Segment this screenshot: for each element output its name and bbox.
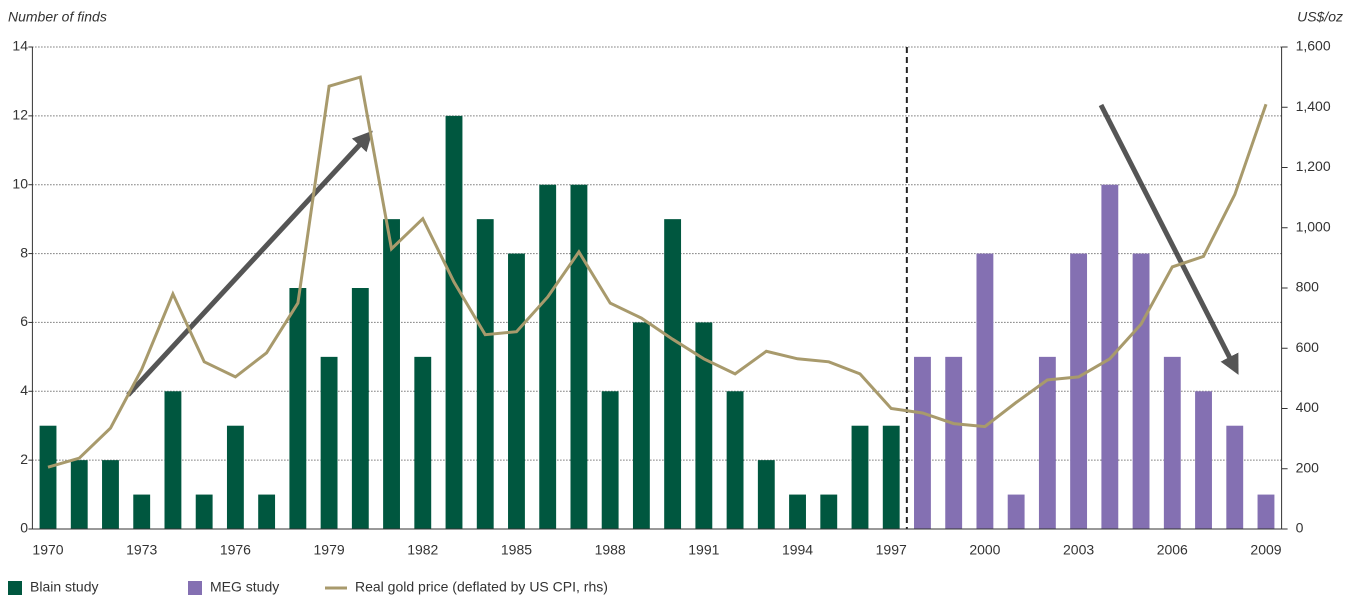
line [47,75,1268,469]
bar [320,356,338,529]
bar [39,425,57,529]
y2-tick-label: 0 [1296,520,1304,536]
x-tick-label: 2006 [1157,542,1188,558]
trend-arrow [126,130,373,397]
bar [164,391,182,529]
y2-tick-label: 600 [1296,339,1320,355]
legend-swatch [8,581,22,595]
bar [1038,356,1056,529]
x-tick-label: 2000 [969,542,1000,558]
y-tick-label: 12 [12,107,28,123]
bar [1163,356,1181,529]
bar [539,184,557,529]
bar [882,425,900,529]
y2-axis-title: US$/oz [1297,9,1343,25]
bar [664,219,682,529]
bar [289,288,307,529]
x-tick-label: 1979 [314,542,345,558]
y-tick-label: 8 [20,244,28,260]
y2-tick-label: 1,200 [1296,158,1331,174]
bar [601,391,619,529]
y2-tick-label: 800 [1296,279,1320,295]
x-tick-label: 1976 [220,542,251,558]
x-tick-label: 1994 [782,542,813,558]
bar [476,219,494,529]
y2-tick-label: 200 [1296,459,1320,475]
bar [914,356,931,529]
bar [351,288,369,529]
y2-tick-label: 400 [1296,399,1320,415]
x-tick-label: 2003 [1063,542,1094,558]
bar [1257,494,1275,529]
y-tick-label: 14 [12,38,28,54]
bar [945,356,963,529]
bar [1132,253,1150,530]
bar [695,322,713,529]
bar [133,494,151,529]
x-tick-label: 1985 [501,542,532,558]
bar [570,184,588,529]
x-tick-label: 1982 [407,542,438,558]
y-tick-label: 2 [20,451,28,467]
legend-swatch [188,581,202,595]
x-tick-label: 1970 [32,542,63,558]
bar [383,219,400,529]
x-tick-label: 1973 [126,542,157,558]
bar [70,460,88,529]
bar [820,494,838,529]
bar [258,494,276,529]
bar [1007,494,1025,529]
bar [508,253,525,530]
y-tick-label: 4 [20,382,28,398]
y-tick-label: 0 [20,520,28,536]
bar [195,494,213,529]
legend-label: MEG study [210,579,279,595]
bar [632,322,650,529]
x-tick-label: 2009 [1250,542,1281,558]
y-tick-label: 10 [12,175,28,191]
x-tick-label: 1991 [688,542,719,558]
bar [1070,253,1088,530]
y-tick-label: 6 [20,313,28,329]
bar [226,425,244,529]
bar [789,494,806,529]
bar [976,253,994,530]
bar [1226,425,1244,529]
y2-tick-label: 1,000 [1296,218,1331,234]
bar [757,460,775,529]
bar [1195,391,1212,529]
bar [445,115,463,529]
bar [851,425,869,529]
legend-label: Real gold price (deflated by US CPI, rhs… [355,579,608,595]
x-tick-label: 1988 [595,542,626,558]
legend-label: Blain study [30,579,98,595]
y2-tick-label: 1,600 [1296,38,1331,54]
y2-tick-label: 1,400 [1296,98,1331,114]
y-axis-title: Number of finds [8,9,107,25]
bar [414,356,432,529]
x-tick-label: 1997 [876,542,907,558]
bar [102,460,119,529]
bar [726,391,744,529]
